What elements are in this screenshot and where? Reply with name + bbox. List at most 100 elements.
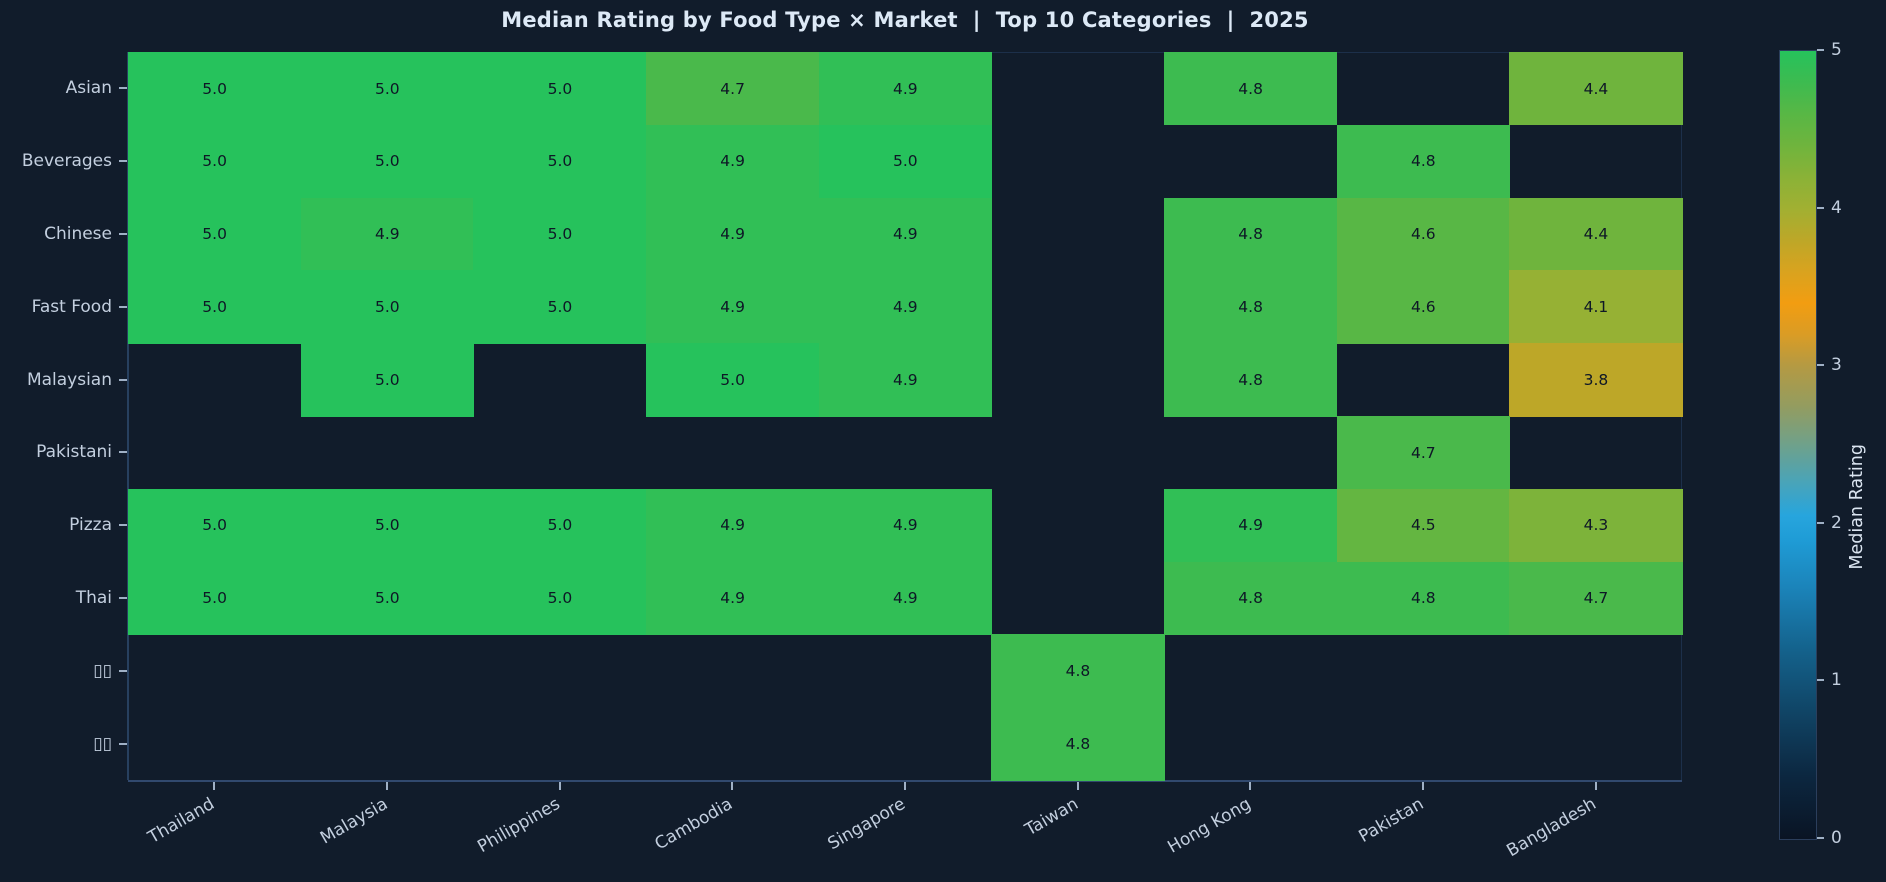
heatmap-cell: 4.3 <box>1509 488 1683 563</box>
x-axis-label: Singapore <box>824 794 909 855</box>
x-axis-label: Hong Kong <box>1164 794 1255 858</box>
heatmap-cell: 4.9 <box>818 343 992 417</box>
heatmap-cell: 4.8 <box>1164 52 1338 126</box>
colorbar-tick-mark <box>1817 521 1824 524</box>
y-tick-mark <box>119 742 127 745</box>
plot-left-spine <box>127 52 129 780</box>
heatmap-cell: 5.0 <box>128 124 302 199</box>
x-axis-label: Malaysia <box>316 794 391 849</box>
x-tick-mark <box>1076 782 1079 790</box>
colorbar-tick-label: 0 <box>1831 828 1842 848</box>
heatmap-cell: 4.8 <box>1164 197 1338 271</box>
colorbar-gradient <box>1779 50 1817 840</box>
x-axis-label: Bangladesh <box>1503 794 1600 862</box>
colorbar-title: Median Rating <box>1847 444 1867 570</box>
heatmap-cell: 4.8 <box>991 634 1165 708</box>
heatmap-cell: 5.0 <box>300 270 474 344</box>
colorbar-tick-label: 2 <box>1831 512 1842 533</box>
x-axis-label: Cambodia <box>651 794 737 855</box>
x-tick-mark <box>731 782 734 790</box>
heatmap-cell: 4.9 <box>818 270 992 344</box>
x-axis-label: Taiwan <box>1021 794 1082 841</box>
heatmap-cell: 5.0 <box>473 52 647 126</box>
x-tick-mark <box>386 782 388 790</box>
heatmap-cell: 4.4 <box>1509 52 1683 126</box>
y-axis-label: Fast Food <box>31 296 112 317</box>
heatmap-cell: 5.0 <box>473 488 647 563</box>
heatmap-cell: 5.0 <box>300 561 474 635</box>
y-axis-label: Malaysian <box>26 369 112 390</box>
heatmap-cell: 4.8 <box>1336 124 1510 199</box>
heatmap-cell: 4.6 <box>1336 197 1510 271</box>
heatmap-cell: 4.7 <box>1336 416 1510 490</box>
colorbar-tick-label: 1 <box>1831 670 1842 691</box>
y-axis-label: Chinese <box>44 224 112 244</box>
x-tick-mark <box>213 782 216 790</box>
heatmap-cell: 5.0 <box>128 561 302 635</box>
heatmap-cell: 4.8 <box>1164 561 1338 635</box>
heatmap-cell: 4.9 <box>646 561 820 635</box>
y-tick-mark <box>119 233 127 235</box>
heatmap-cell: 4.8 <box>1164 343 1338 417</box>
y-axis-label: Pakistani <box>36 442 112 463</box>
x-tick-mark <box>1249 782 1252 790</box>
y-axis-label: ▯▯ <box>93 660 112 681</box>
heatmap-cell: 4.9 <box>300 197 474 271</box>
colorbar-tick-mark <box>1817 679 1824 682</box>
heatmap-cell: 5.0 <box>300 343 474 417</box>
heatmap-plot-area: 5.0 5.0 5.0 4.7 4.9 4.8 4.4 5.0 5.0 5.0 4.9 5.0 4.8 5… <box>127 52 1683 782</box>
colorbar-tick-mark <box>1817 49 1824 51</box>
colorbar-tick-mark <box>1817 837 1824 839</box>
heatmap-cell: 4.4 <box>1509 197 1683 271</box>
heatmap-cell: 5.0 <box>128 52 302 126</box>
colorbar-tick-mark <box>1817 364 1824 367</box>
y-tick-mark <box>119 669 127 672</box>
y-tick-mark <box>119 597 127 599</box>
heatmap-cell: 4.1 <box>1509 270 1683 344</box>
heatmap-cell: 4.9 <box>646 197 820 271</box>
heatmap-cell: 5.0 <box>300 124 474 199</box>
heatmap-cell: 3.8 <box>1509 343 1683 417</box>
colorbar-tick-label: 4 <box>1831 197 1842 218</box>
colorbar-tick-label: 3 <box>1831 355 1842 376</box>
heatmap-cell: 5.0 <box>128 488 302 563</box>
heatmap-cell: 4.8 <box>1164 270 1338 344</box>
heatmap-cell: 5.0 <box>473 270 647 344</box>
heatmap-cell: 4.9 <box>818 197 992 271</box>
y-tick-mark <box>119 378 127 381</box>
heatmap-cell: 4.8 <box>1336 561 1510 635</box>
heatmap-cell: 4.9 <box>646 270 820 344</box>
heatmap-cell: 5.0 <box>300 52 474 126</box>
x-tick-mark <box>1594 782 1597 790</box>
heatmap-cell: 4.9 <box>646 124 820 199</box>
heatmap-cell: 4.7 <box>646 52 820 126</box>
heatmap-cell: 4.7 <box>1509 561 1683 635</box>
heatmap-cell: 5.0 <box>128 270 302 344</box>
heatmap-cell: 4.8 <box>991 707 1165 781</box>
heatmap-cell: 4.9 <box>818 488 992 563</box>
heatmap-cell: 4.6 <box>1336 270 1510 344</box>
y-axis-label: Thai <box>75 588 112 608</box>
x-axis-label: Pakistan <box>1355 794 1427 847</box>
colorbar-tick-label: 5 <box>1831 40 1842 60</box>
y-tick-mark <box>119 160 127 163</box>
heatmap-cell: 5.0 <box>300 488 474 563</box>
heatmap-cell: 4.9 <box>818 561 992 635</box>
x-tick-mark <box>558 782 561 790</box>
heatmap-cell: 4.9 <box>1164 488 1338 563</box>
heatmap-cell: 4.5 <box>1336 488 1510 563</box>
x-axis-line <box>128 780 1682 782</box>
y-axis-label: Pizza <box>69 515 112 536</box>
x-tick-mark <box>1422 782 1424 790</box>
chart-title: Median Rating by Food Type × Market | To… <box>501 8 1309 32</box>
heatmap-cell: 5.0 <box>473 561 647 635</box>
y-axis-label: Asian <box>65 78 112 99</box>
x-tick-mark <box>904 782 906 790</box>
colorbar-tick-mark <box>1817 206 1824 209</box>
heatmap-cell: 4.9 <box>646 488 820 563</box>
y-tick-mark <box>119 87 127 90</box>
y-tick-mark <box>119 524 127 527</box>
x-axis-label: Philippines <box>474 794 564 858</box>
heatmap-cell: 4.9 <box>818 52 992 126</box>
heatmap-cell: 5.0 <box>473 124 647 199</box>
